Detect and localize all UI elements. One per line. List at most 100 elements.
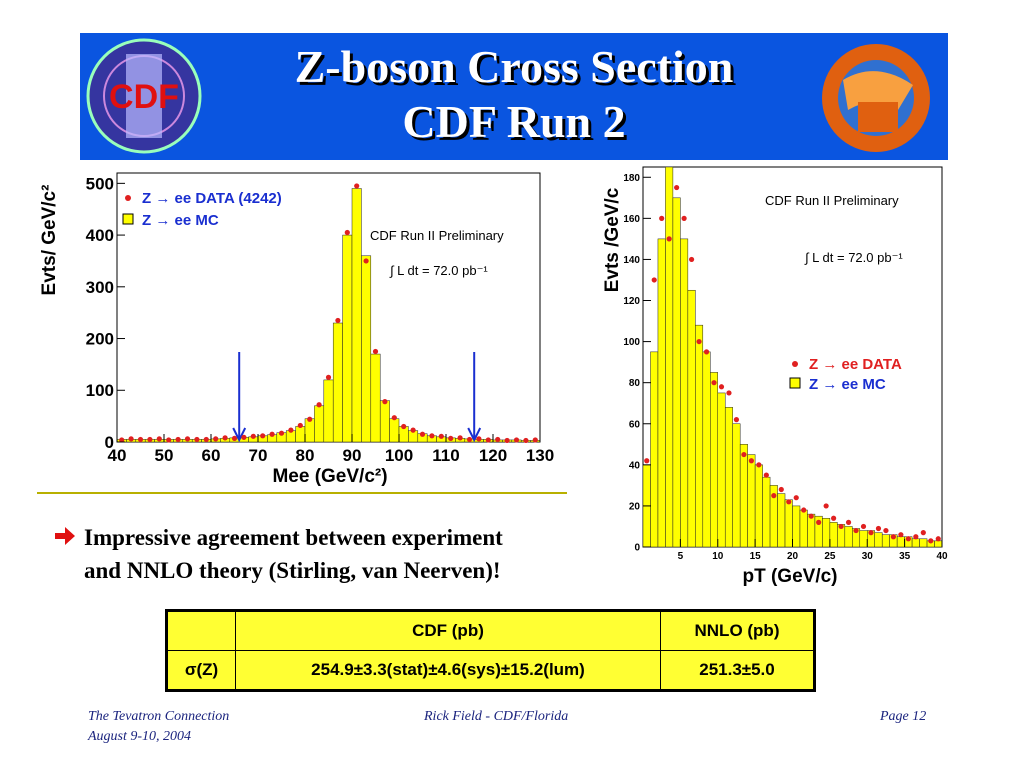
data-point xyxy=(741,451,747,458)
cut-arrow xyxy=(232,352,247,443)
x-tick-label: 80 xyxy=(296,446,315,465)
annotation: ∫ L dt = 72.0 pb⁻¹ xyxy=(389,263,488,278)
hist-bar xyxy=(702,351,711,548)
data-point xyxy=(935,536,941,542)
data-point xyxy=(119,437,125,443)
hist-bar xyxy=(361,255,372,443)
data-point xyxy=(250,433,256,439)
corner-cell xyxy=(166,610,236,651)
data-point xyxy=(203,436,209,443)
hist-bar xyxy=(762,476,771,548)
data-point xyxy=(875,525,882,532)
data-point xyxy=(659,215,665,221)
x-tick-label: 120 xyxy=(479,446,507,465)
data-point xyxy=(666,236,672,242)
data-point xyxy=(523,437,529,444)
data-point xyxy=(260,433,266,439)
y-tick-label: 100 xyxy=(623,337,640,348)
y-tick-label: 180 xyxy=(623,173,640,184)
hist-bar xyxy=(687,289,696,548)
hist-bar xyxy=(724,407,733,548)
hist-bar xyxy=(710,372,719,548)
data-point xyxy=(213,436,219,442)
legend-marker xyxy=(122,213,134,225)
data-point xyxy=(504,437,510,444)
hist-bar xyxy=(351,188,362,443)
x-tick-label: 30 xyxy=(862,551,874,562)
data-point xyxy=(860,523,867,530)
legend-label: Z → ee DATA (4242) xyxy=(142,190,282,207)
bullet-text: Impressive agreement between experiment xyxy=(84,525,503,550)
data-point xyxy=(831,515,837,521)
x-tick-label: 10 xyxy=(712,551,724,562)
y-tick-label: 100 xyxy=(86,381,114,400)
data-point xyxy=(748,458,754,464)
data-point xyxy=(651,277,657,283)
data-point xyxy=(401,423,407,430)
data-point xyxy=(786,499,792,505)
x-tick-label: 50 xyxy=(155,446,174,465)
y-tick-label: 500 xyxy=(86,174,114,193)
legend-label: Z → ee MC xyxy=(142,212,219,229)
data-point xyxy=(382,399,388,405)
hist-bar xyxy=(672,197,681,548)
data-point xyxy=(733,417,740,423)
data-point xyxy=(696,338,702,345)
data-point xyxy=(793,495,799,501)
y-tick-label: 0 xyxy=(105,433,114,452)
data-point xyxy=(816,519,822,525)
data-point xyxy=(920,530,926,536)
hist-bar xyxy=(754,464,763,548)
data-point xyxy=(898,532,904,538)
data-point xyxy=(184,436,191,442)
data-point xyxy=(419,431,426,437)
hist-bar xyxy=(717,392,726,548)
y-axis-label: Evts/ GeV/c² xyxy=(39,185,60,296)
footer-text: Page 12 xyxy=(880,709,927,724)
x-tick-label: 35 xyxy=(899,551,911,562)
data-point xyxy=(688,256,695,263)
data-point xyxy=(156,436,162,442)
data-point xyxy=(448,435,454,441)
annotation: ∫ L dt = 72.0 pb⁻¹ xyxy=(804,250,903,265)
data-point xyxy=(457,435,463,441)
hist-bar xyxy=(379,400,390,443)
hist-bar xyxy=(323,379,334,443)
cdf-logo: CDF xyxy=(86,38,202,154)
title-line: CDF Run 2 xyxy=(402,96,626,147)
legend-label: Z → ee MC xyxy=(809,376,886,393)
data-point xyxy=(703,349,710,355)
data-point xyxy=(674,184,680,191)
data-point xyxy=(335,317,341,324)
data-point xyxy=(175,436,181,443)
hist-bar xyxy=(799,509,808,548)
data-point xyxy=(466,436,473,443)
data-point xyxy=(137,436,144,443)
hist-bar xyxy=(680,238,689,548)
data-point xyxy=(718,384,725,390)
data-point xyxy=(288,427,294,433)
hist-bar xyxy=(896,536,905,548)
hist-bar xyxy=(342,234,353,443)
data-point xyxy=(928,538,934,544)
title-line: Z-boson Cross Section xyxy=(294,41,734,92)
data-point xyxy=(801,507,807,513)
y-tick-label: 160 xyxy=(623,214,640,225)
data-point xyxy=(495,436,501,443)
x-axis-label: pT (GeV/c) xyxy=(742,566,837,587)
data-point xyxy=(476,436,482,442)
bullet-arrow xyxy=(55,527,75,545)
hist-bar xyxy=(304,418,315,443)
result-table: CDF (pb) NNLO (pb) σ(Z) 254.9±3.3(stat)±… xyxy=(165,609,816,692)
hist-bar xyxy=(650,351,659,548)
hist-bar xyxy=(747,454,756,548)
col-header: NNLO (pb) xyxy=(660,610,815,651)
y-tick-label: 0 xyxy=(634,543,640,554)
data-point xyxy=(166,437,172,443)
y-axis-label: Evts /GeV/c xyxy=(602,187,623,292)
hist-bar xyxy=(665,166,674,548)
footer-text: Rick Field - CDF/Florida xyxy=(424,709,569,724)
x-tick-label: 90 xyxy=(343,446,362,465)
data-point xyxy=(845,519,852,525)
